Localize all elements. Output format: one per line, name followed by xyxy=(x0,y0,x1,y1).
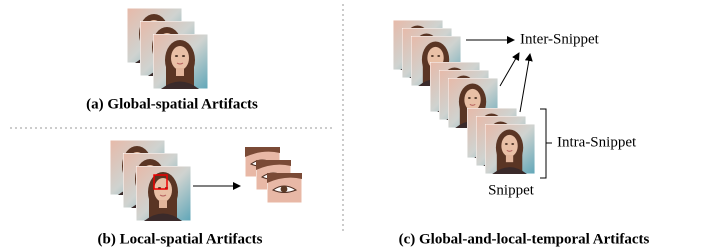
intra-snippet-label: Intra-Snippet xyxy=(557,134,637,150)
snippet-label: Snippet xyxy=(488,182,535,198)
figure: Inter-Snippet Intra-Snippet Snippet (a) … xyxy=(0,0,710,252)
face-image xyxy=(153,34,208,89)
arrow xyxy=(520,54,530,112)
caption: (c) Global-and-local-temporal Artifacts xyxy=(399,231,650,247)
arrow xyxy=(500,53,519,86)
snippet-frame xyxy=(485,124,535,174)
inter-snippet-label: Inter-Snippet xyxy=(520,31,600,47)
caption: (b) Local-spatial Artifacts xyxy=(98,231,263,247)
page: Inter-Snippet Intra-Snippet Snippet (a) … xyxy=(0,0,710,252)
bracket xyxy=(540,109,552,178)
eye-crop xyxy=(267,173,302,203)
caption: (a) Global-spatial Artifacts xyxy=(86,96,258,112)
